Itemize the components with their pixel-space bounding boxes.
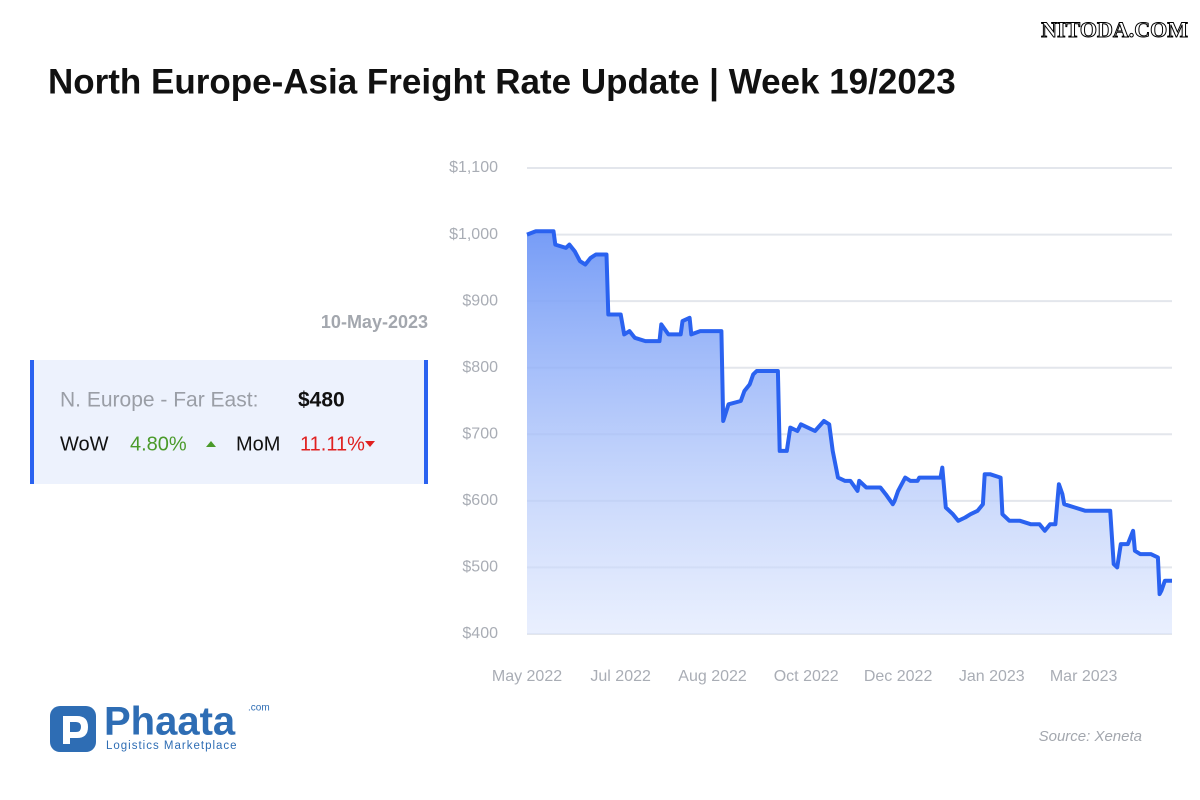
rate-card: N. Europe - Far East: $480 WoW 4.80% MoM… <box>30 360 428 484</box>
x-tick-label: Dec 2022 <box>864 668 933 685</box>
plot: $400 $500 $600 $700 $800 $900 $1,000 $1,100 May … <box>449 159 1172 685</box>
logo-tagline: Logistics Marketplace <box>106 740 238 752</box>
area <box>527 231 1172 634</box>
y-tick-label: $500 <box>462 559 498 576</box>
down-arrow <box>365 441 375 447</box>
logo-icon <box>50 706 96 752</box>
card-border <box>424 360 428 484</box>
y-tick-label: $1,000 <box>449 226 498 243</box>
mom-value: 11.11% <box>300 433 365 455</box>
card-border <box>30 360 34 484</box>
logo: Phaata .com Logistics Marketplace <box>50 700 270 752</box>
source: Source: Xeneta <box>1039 728 1142 745</box>
watermark: NITODA.COM <box>1041 17 1188 42</box>
y-tick-label: $400 <box>462 625 498 642</box>
logo-letter <box>63 716 88 744</box>
x-tick-label: Mar 2023 <box>1050 668 1118 685</box>
y-tick-label: $700 <box>462 426 498 443</box>
x-tick-label: Aug 2022 <box>678 668 747 685</box>
y-tick-label: $1,100 <box>449 159 498 176</box>
card-background <box>30 360 428 484</box>
mom-label: MoM <box>236 433 280 455</box>
x-tick-label: Jul 2022 <box>590 668 651 685</box>
y-tick-label: $800 <box>462 359 498 376</box>
chart-title: North Europe-Asia Freight Rate Update | … <box>48 62 956 101</box>
line <box>526 229 1172 597</box>
route-label: N. Europe - Far East: <box>60 389 258 412</box>
up-arrow <box>206 441 216 447</box>
y-tick-label: $600 <box>462 492 498 509</box>
wow-label: WoW <box>60 433 109 455</box>
x-tick-label: Jan 2023 <box>959 668 1025 685</box>
x-tick-label: May 2022 <box>492 668 562 685</box>
x-tick-label: Oct 2022 <box>774 668 839 685</box>
card-date: 10-May-2023 <box>321 312 428 332</box>
wow-value: 4.80% <box>130 433 187 455</box>
y-tick-label: $900 <box>462 292 498 309</box>
rate-value: $480 <box>298 389 345 412</box>
logo-suffix: .com <box>248 703 270 714</box>
logo-name: Phaata <box>104 700 236 744</box>
